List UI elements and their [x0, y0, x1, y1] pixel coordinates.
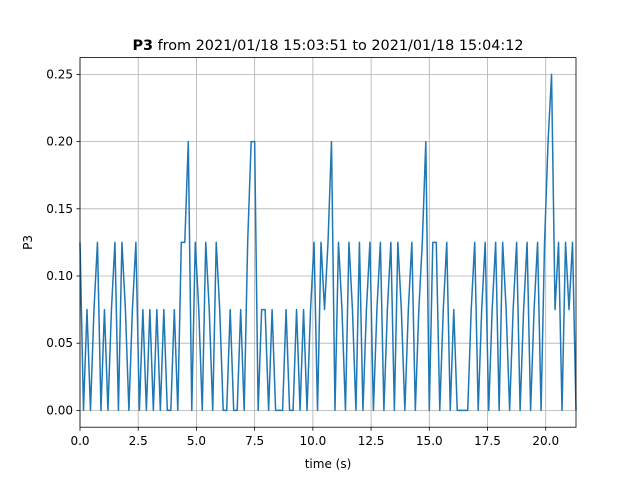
data-line [79, 73, 577, 412]
x-tick-label: 17.5 [474, 434, 501, 448]
x-tick-label: 7.5 [245, 434, 264, 448]
chart-title: P3 from 2021/01/18 15:03:51 to 2021/01/1… [132, 38, 523, 54]
y-tick-label: 0.25 [46, 67, 73, 81]
x-tick-label: 5.0 [187, 434, 206, 448]
x-axis-label: time (s) [305, 457, 352, 471]
y-tick-label: 0.05 [46, 336, 73, 350]
title-rest: from 2021/01/18 15:03:51 to 2021/01/18 1… [158, 38, 524, 54]
y-tick-label: 0.15 [46, 202, 73, 216]
plot-frame [79, 57, 577, 428]
x-tick-label: 12.5 [358, 434, 385, 448]
title-bold: P3 [132, 38, 153, 54]
x-tick-label: 15.0 [416, 434, 443, 448]
y-tick-label: 0.10 [46, 269, 73, 283]
y-tick-label: 0.20 [46, 135, 73, 149]
y-axis-label: P3 [21, 235, 35, 250]
x-tick-label: 0.0 [70, 434, 89, 448]
x-tick-label: 20.0 [532, 434, 559, 448]
x-tick-label: 2.5 [129, 434, 148, 448]
x-tick-label: 10.0 [300, 434, 327, 448]
y-tick-label: 0.00 [46, 403, 73, 417]
